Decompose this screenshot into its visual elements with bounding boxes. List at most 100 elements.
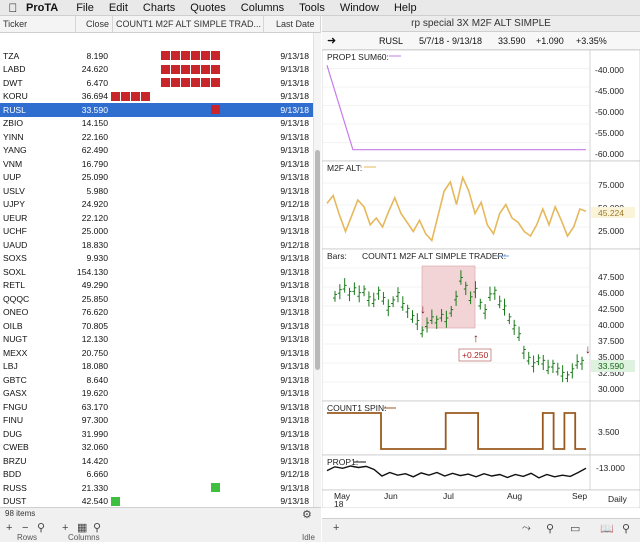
menu-window[interactable]: Window bbox=[339, 1, 379, 14]
draw-trend-icon[interactable]: ⤳ bbox=[522, 522, 531, 534]
search-columns-icon[interactable]: ⚲ bbox=[93, 522, 102, 534]
add-row-icon[interactable]: + bbox=[6, 522, 13, 534]
table-row[interactable]: RUSS 21.330 9/13/18 bbox=[0, 481, 313, 495]
table-row[interactable]: USLV 5.980 9/13/18 bbox=[0, 184, 313, 198]
red-signal-square bbox=[191, 78, 200, 88]
ticker-cell: BRZU bbox=[3, 455, 27, 466]
x-axis-label: Jun bbox=[384, 491, 398, 501]
date-cell: 9/13/18 bbox=[280, 334, 309, 345]
ticker-cell: NUGT bbox=[3, 334, 28, 345]
menu-tools[interactable]: Tools bbox=[299, 1, 325, 14]
x-axis-label: Jul bbox=[443, 491, 454, 501]
add-panel-icon[interactable]: + bbox=[333, 522, 340, 534]
table-row[interactable]: ONEO 76.620 9/13/18 bbox=[0, 306, 313, 320]
search-rows-icon[interactable]: ⚲ bbox=[37, 522, 46, 534]
apple-icon[interactable]:  bbox=[0, 1, 26, 15]
signal-cell bbox=[113, 198, 263, 211]
table-row[interactable]: ZBIO 14.150 9/13/18 bbox=[0, 117, 313, 131]
close-cell: 32.060 bbox=[81, 442, 108, 453]
signal-cell bbox=[113, 157, 263, 170]
col-ticker[interactable]: Ticker bbox=[0, 15, 76, 33]
table-row[interactable]: TZA 8.190 9/13/18 bbox=[0, 49, 313, 63]
table-row[interactable]: UAUD 18.830 9/12/18 bbox=[0, 238, 313, 252]
menu-quotes[interactable]: Quotes bbox=[190, 1, 226, 14]
add-column-icon[interactable]: + bbox=[62, 522, 69, 534]
bars-tick: 37.500 bbox=[598, 336, 624, 346]
table-row[interactable]: BRZU 14.420 9/13/18 bbox=[0, 454, 313, 468]
prop1-panel-frame bbox=[322, 454, 640, 491]
search-chart-icon[interactable]: ⚲ bbox=[622, 523, 631, 535]
table-row[interactable]: DWT 6.470 9/13/18 bbox=[0, 76, 313, 90]
table-row[interactable]: OILB 70.805 9/13/18 bbox=[0, 319, 313, 333]
chart-symbol[interactable]: RUSL bbox=[379, 36, 404, 46]
table-row[interactable]: BDD 6.660 9/12/18 bbox=[0, 468, 313, 482]
table-row[interactable]: UCHF 25.000 9/13/18 bbox=[0, 225, 313, 239]
table-row[interactable]: DUG 31.990 9/13/18 bbox=[0, 427, 313, 441]
ticker-cell: RUSS bbox=[3, 482, 27, 493]
book-icon[interactable]: 📖 bbox=[600, 523, 614, 535]
signal-cell bbox=[113, 360, 263, 373]
prop1-sum60-line bbox=[326, 65, 586, 151]
bars-tick: 32.500 bbox=[598, 368, 624, 378]
table-row[interactable]: SOXL 154.130 9/13/18 bbox=[0, 265, 313, 279]
bars-tick: 42.500 bbox=[598, 304, 624, 314]
menu-edit[interactable]: Edit bbox=[108, 1, 128, 14]
gear-icon[interactable]: ⚙ bbox=[302, 509, 312, 521]
table-row[interactable]: RETL 49.290 9/13/18 bbox=[0, 279, 313, 293]
table-row[interactable]: YINN 22.160 9/13/18 bbox=[0, 130, 313, 144]
arrow-right-icon[interactable]: ➜ bbox=[327, 35, 337, 47]
signal-cell bbox=[113, 49, 263, 62]
prop1-sum60-tick: -50.000 bbox=[595, 107, 624, 117]
table-row[interactable]: FNGU 63.170 9/13/18 bbox=[0, 400, 313, 414]
ticker-cell: ONEO bbox=[3, 307, 29, 318]
table-row[interactable]: UJPY 24.920 9/12/18 bbox=[0, 198, 313, 212]
table-row[interactable]: NUGT 12.130 9/13/18 bbox=[0, 333, 313, 347]
menu-help[interactable]: Help bbox=[393, 1, 417, 14]
table-row[interactable]: GASX 19.620 9/13/18 bbox=[0, 387, 313, 401]
table-row[interactable]: LBJ 18.080 9/13/18 bbox=[0, 360, 313, 374]
zoom-icon[interactable]: ⚲ bbox=[546, 523, 555, 535]
signal-cell bbox=[113, 481, 263, 494]
table-row[interactable]: VNM 16.790 9/13/18 bbox=[0, 157, 313, 171]
close-cell: 12.130 bbox=[81, 334, 108, 345]
signal-cell bbox=[113, 171, 263, 184]
table-row[interactable]: CWEB 32.060 9/13/18 bbox=[0, 441, 313, 455]
menu-app[interactable]: ProTA bbox=[26, 1, 59, 14]
col-last-date[interactable]: Last Date bbox=[264, 15, 321, 33]
columns-grid-icon[interactable]: ▦ bbox=[77, 522, 88, 534]
ticker-cell: RUSL bbox=[3, 104, 26, 115]
scrollbar-thumb[interactable] bbox=[315, 150, 320, 370]
table-row[interactable]: RUSL 33.590 9/13/18 bbox=[0, 103, 313, 117]
date-cell: 9/12/18 bbox=[280, 469, 309, 480]
col-close[interactable]: Close bbox=[76, 15, 113, 33]
table-row[interactable]: GBTC 8.640 9/13/18 bbox=[0, 373, 313, 387]
m2f-alt-last-bg bbox=[591, 207, 635, 218]
date-cell: 9/13/18 bbox=[280, 226, 309, 237]
red-signal-square bbox=[161, 51, 170, 61]
menu-charts[interactable]: Charts bbox=[142, 1, 176, 14]
close-cell: 70.805 bbox=[81, 320, 108, 331]
table-row[interactable]: DUST 42.540 9/13/18 bbox=[0, 495, 313, 509]
signal-cell bbox=[113, 333, 263, 346]
table-row[interactable]: MEXX 20.750 9/13/18 bbox=[0, 346, 313, 360]
panel-toggle-icon[interactable]: ▭ bbox=[570, 523, 581, 535]
table-row[interactable]: FINU 97.300 9/13/18 bbox=[0, 414, 313, 428]
menu-columns[interactable]: Columns bbox=[240, 1, 285, 14]
items-count: 98 items bbox=[5, 509, 36, 518]
table-row[interactable]: UEUR 22.120 9/13/18 bbox=[0, 211, 313, 225]
ticker-cell: UEUR bbox=[3, 212, 28, 223]
table-row[interactable]: SOXS 9.930 9/13/18 bbox=[0, 252, 313, 266]
col-signal[interactable]: COUNT1 M2F ALT SIMPLE TRAD... bbox=[113, 15, 264, 33]
ticker-cell: UUP bbox=[3, 172, 22, 183]
chart-range: 5/7/18 - 9/13/18 bbox=[419, 36, 483, 46]
table-row[interactable]: LABD 24.620 9/13/18 bbox=[0, 63, 313, 77]
remove-row-icon[interactable]: − bbox=[22, 522, 29, 534]
date-cell: 9/13/18 bbox=[280, 442, 309, 453]
table-row[interactable]: QQQC 25.850 9/13/18 bbox=[0, 292, 313, 306]
menu-file[interactable]: File bbox=[76, 1, 94, 14]
table-row[interactable]: UUP 25.090 9/13/18 bbox=[0, 171, 313, 185]
period-selector[interactable]: Daily bbox=[608, 494, 628, 504]
table-row[interactable]: YANG 62.490 9/13/18 bbox=[0, 144, 313, 158]
close-cell: 8.640 bbox=[86, 374, 108, 385]
table-row[interactable]: KORU 36.694 9/13/18 bbox=[0, 90, 313, 104]
